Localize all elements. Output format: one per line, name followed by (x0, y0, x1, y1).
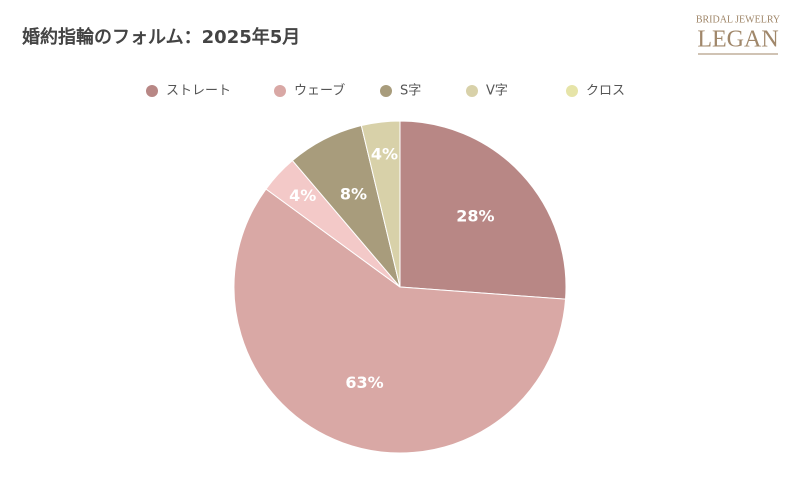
legend-swatch (380, 85, 392, 97)
legend-label: V字 (486, 84, 508, 99)
brand-name: LEGAN (697, 27, 778, 53)
legend-label: S字 (400, 84, 421, 99)
chart-title: 婚約指輪のフォルム：2025年5月 (22, 26, 300, 48)
pie-slice (360, 120, 401, 288)
data-label: 8% (340, 185, 367, 204)
pie-slice (233, 188, 567, 454)
legend-label: ウェーブ (294, 83, 345, 99)
legend-label: ストレート (166, 84, 231, 99)
legend-label: クロス (586, 84, 625, 99)
data-label: 4% (371, 145, 398, 164)
legend-swatch (146, 85, 158, 97)
legend-swatch (466, 85, 478, 97)
brand-tagline: BRIDAL JEWELRY (696, 14, 780, 25)
data-label: 4% (289, 186, 316, 205)
pie-slice (399, 120, 567, 300)
legend-swatch (566, 85, 578, 97)
data-label: 63% (345, 373, 383, 392)
data-label: 28% (456, 206, 494, 225)
legend-swatch (274, 85, 286, 97)
